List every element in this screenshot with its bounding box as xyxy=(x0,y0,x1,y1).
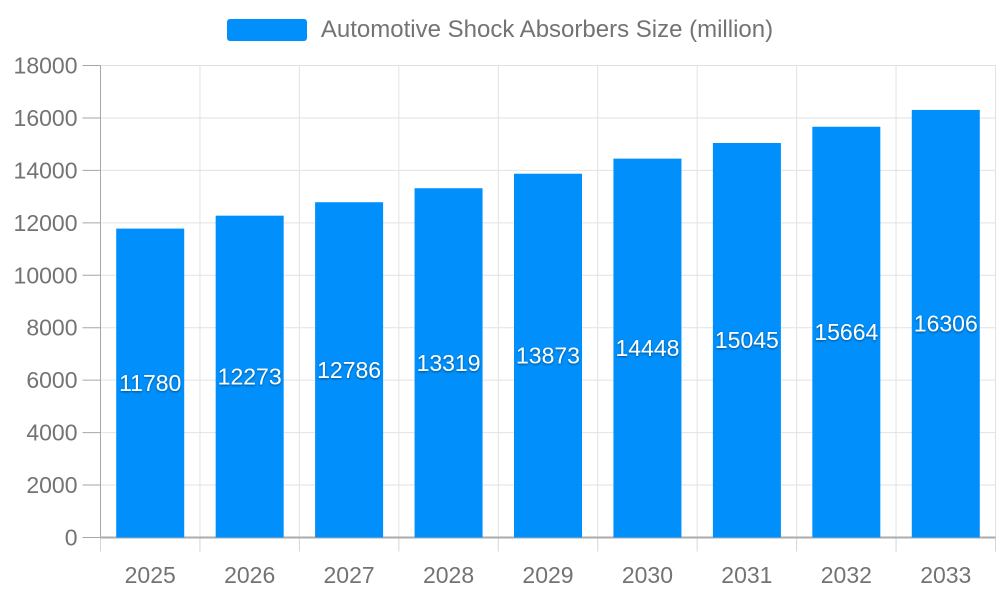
x-axis-label: 2030 xyxy=(622,562,673,588)
x-axis-label: 2026 xyxy=(224,562,275,588)
bar[interactable] xyxy=(414,188,483,538)
bar[interactable] xyxy=(315,202,384,538)
y-axis-label: 2000 xyxy=(26,472,77,498)
bar-value-label: 13873 xyxy=(516,343,580,369)
y-axis-label: 10000 xyxy=(14,262,78,288)
y-axis-label: 0 xyxy=(65,525,78,551)
y-axis-label: 6000 xyxy=(26,367,77,393)
bar[interactable] xyxy=(116,228,185,538)
bar-value-label: 12786 xyxy=(317,357,381,383)
x-axis-label: 2028 xyxy=(423,562,474,588)
bar[interactable] xyxy=(712,142,781,538)
legend-label: Automotive Shock Absorbers Size (million… xyxy=(320,16,774,43)
bar-value-label: 15045 xyxy=(715,327,779,353)
y-axis-label: 12000 xyxy=(14,210,78,236)
x-axis-label: 2027 xyxy=(324,562,375,588)
bar[interactable] xyxy=(215,215,284,538)
bar-value-label: 13319 xyxy=(417,350,481,376)
x-axis-label: 2032 xyxy=(821,562,872,588)
bar-value-label: 15664 xyxy=(814,319,878,345)
y-axis-label: 4000 xyxy=(26,420,77,446)
x-axis-label: 2033 xyxy=(920,562,971,588)
y-axis-label: 18000 xyxy=(14,53,78,79)
bar-value-label: 14448 xyxy=(615,335,679,361)
x-axis-label: 2025 xyxy=(125,562,176,588)
bar[interactable] xyxy=(911,109,980,538)
bar[interactable] xyxy=(514,173,582,538)
legend-item[interactable]: Automotive Shock Absorbers Size (million… xyxy=(0,16,1000,44)
y-axis-label: 16000 xyxy=(14,105,78,131)
x-axis-label: 2029 xyxy=(522,562,573,588)
y-axis-label: 14000 xyxy=(14,157,78,183)
y-axis-label: 8000 xyxy=(26,315,77,341)
x-axis-label: 2031 xyxy=(721,562,772,588)
bar[interactable] xyxy=(613,158,682,538)
legend-marker xyxy=(226,19,307,41)
bar[interactable] xyxy=(812,126,881,538)
bar-value-label: 12273 xyxy=(218,364,282,390)
bar-value-label: 16306 xyxy=(914,311,978,337)
bar-value-label: 11780 xyxy=(119,370,181,396)
